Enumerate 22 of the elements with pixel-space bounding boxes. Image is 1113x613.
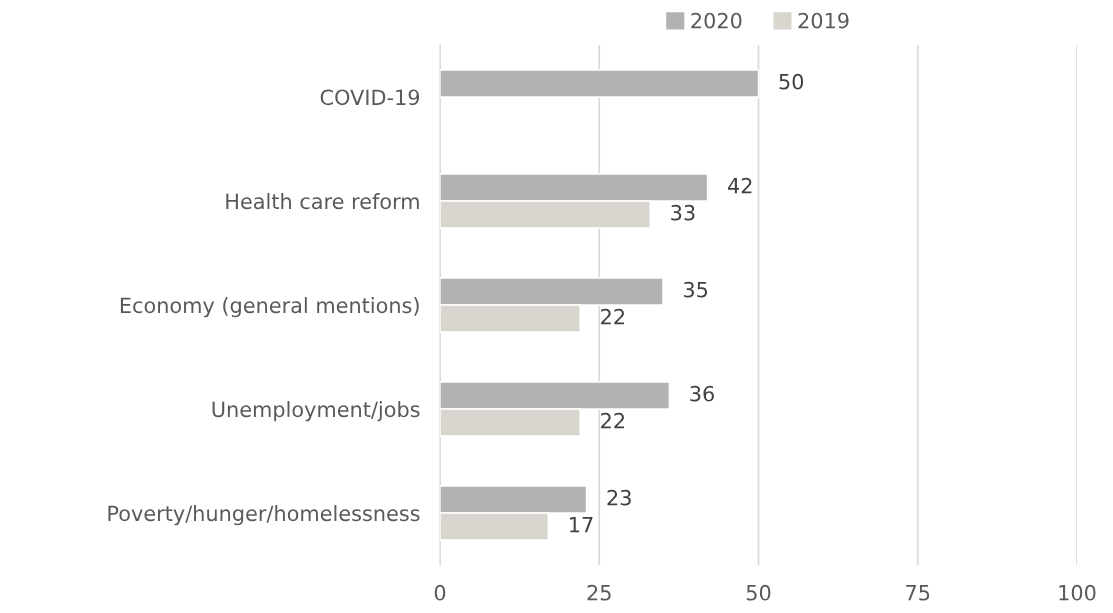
y-tick-label: Health care reform — [226, 193, 419, 210]
legend-label: 2019 — [798, 12, 849, 29]
data-label: 22 — [601, 412, 625, 429]
data-label: 36 — [690, 385, 714, 402]
data-label: 42 — [728, 177, 752, 194]
x-tick-label: 25 — [587, 584, 611, 601]
x-tick-label: 100 — [1059, 584, 1096, 601]
data-label: 22 — [601, 308, 625, 325]
data-label: 17 — [570, 517, 593, 533]
y-tick-label: Poverty/hunger/homelessness — [108, 505, 420, 526]
y-tick-label: Unemployment/jobs — [212, 401, 420, 422]
x-tick-label: 75 — [906, 585, 930, 601]
bar — [440, 69, 760, 98]
x-tick-label: 50 — [746, 584, 771, 601]
data-label: 23 — [607, 489, 631, 506]
x-tick-label: 0 — [434, 584, 446, 601]
y-tick-label: COVID-19 — [320, 89, 420, 106]
y-tick-label: Economy (general mentions) — [120, 297, 419, 318]
data-label: 35 — [683, 281, 708, 298]
data-label: 50 — [779, 73, 804, 90]
data-label: 33 — [671, 204, 695, 221]
legend-label: 2020 — [691, 12, 742, 29]
